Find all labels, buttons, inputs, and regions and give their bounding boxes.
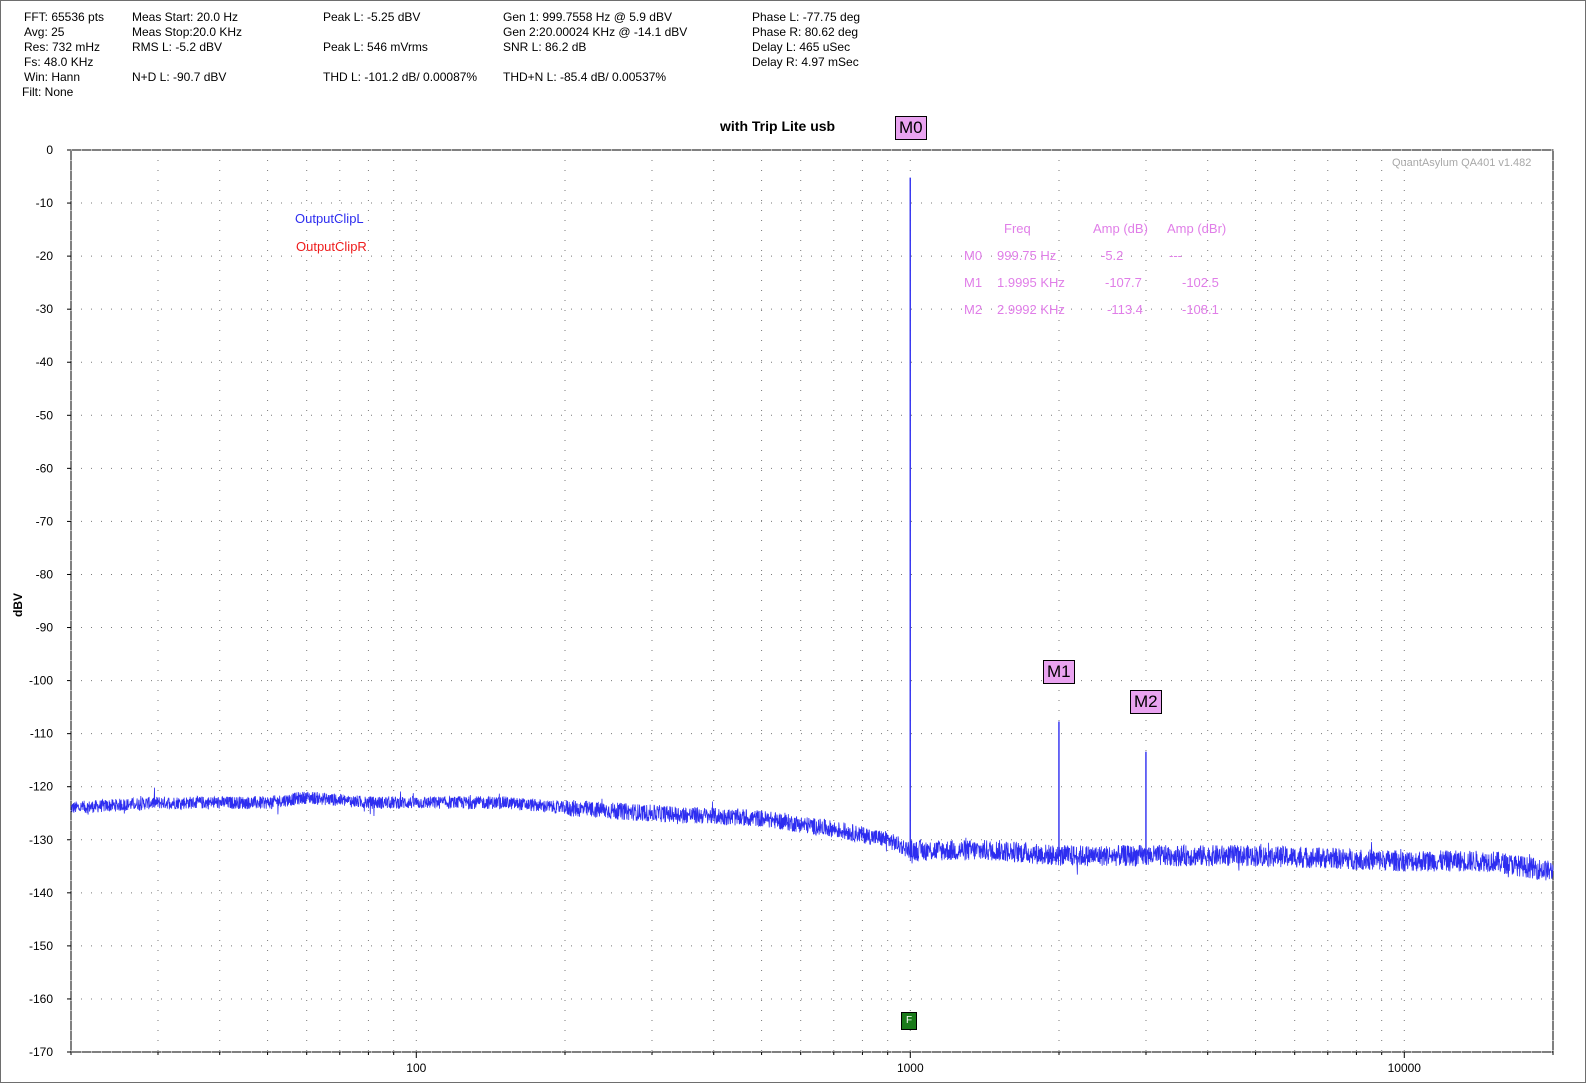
legend-output-clip-l[interactable]: OutputClipL (295, 211, 364, 226)
x-tick-label: 1000 (897, 1061, 924, 1075)
stat-snr-l: SNR L: 86.2 dB (503, 40, 587, 54)
stat-fft: FFT: 65536 pts (24, 10, 105, 24)
stat-thdn-l: THD+N L: -85.4 dB/ 0.00537% (503, 70, 667, 84)
stat-delay-l: Delay L: 465 uSec (752, 40, 851, 54)
stat-rms-l: RMS L: -5.2 dBV (132, 40, 223, 54)
y-tick-label: -20 (36, 249, 54, 263)
y-tick-label: -60 (36, 461, 54, 475)
series-line-0 (70, 787, 1554, 881)
marker-row-amp-dbr: --- (1169, 248, 1182, 263)
y-tick-label: -30 (36, 302, 54, 316)
marker-row-freq: 999.75 Hz (997, 248, 1057, 263)
stat-gen1: Gen 1: 999.7558 Hz @ 5.9 dBV (503, 10, 672, 24)
y-tick-label: -120 (29, 780, 53, 794)
marker-row-amp-dbr: -102.5 (1182, 275, 1219, 290)
marker-row-id: M0 (964, 248, 983, 263)
y-tick-label: -10 (36, 196, 54, 210)
y-tick-label: -170 (29, 1045, 53, 1059)
stat-meas-start: Meas Start: 20.0 Hz (132, 10, 239, 24)
marker-m1-flag[interactable]: M1 (1043, 660, 1075, 684)
marker-row-id: M1 (964, 275, 983, 290)
marker-row-id: M2 (964, 302, 983, 317)
x-tick-label: 10000 (1388, 1061, 1422, 1075)
marker-row-amp-dbr: -108.1 (1182, 302, 1219, 317)
marker-row-freq: 1.9995 KHz (997, 275, 1065, 290)
marker-table-header-freq: Freq (1004, 221, 1031, 236)
marker-row-amp-db: -107.7 (1105, 275, 1142, 290)
stat-avg: Avg: 25 (24, 25, 65, 39)
y-tick-label: -50 (36, 408, 54, 422)
version-watermark: QuantAsylum QA401 v1.482 (1392, 157, 1532, 169)
y-tick-label: -160 (29, 992, 53, 1006)
stat-meas-stop: Meas Stop:20.0 KHz (132, 25, 243, 39)
legend-output-clip-r[interactable]: OutputClipR (296, 239, 367, 254)
y-tick-label: -130 (29, 833, 53, 847)
y-tick-label: -80 (36, 567, 54, 581)
marker-row-amp-db: -5.2 (1101, 248, 1124, 263)
stat-filt: Filt: None (22, 85, 74, 99)
chart-title: with Trip Lite usb (720, 118, 836, 134)
stat-peak-dbv: Peak L: -5.25 dBV (323, 10, 421, 24)
marker-table-header-amp-dbr: Amp (dBr) (1167, 221, 1227, 236)
stat-phase-l: Phase L: -77.75 deg (752, 10, 861, 24)
stat-gen2: Gen 2:20.00024 KHz @ -14.1 dBV (503, 25, 688, 39)
plot-area-border (70, 149, 1554, 1053)
y-tick-label: -140 (29, 886, 53, 900)
stat-peak-mvrms: Peak L: 546 mVrms (323, 40, 428, 54)
y-tick-label: -40 (36, 355, 54, 369)
stat-res: Res: 732 mHz (24, 40, 101, 54)
marker-m2-flag[interactable]: M2 (1130, 690, 1162, 714)
stat-win: Win: Hann (24, 70, 81, 84)
y-tick-label: -90 (36, 621, 54, 635)
stat-phase-r: Phase R: 80.62 deg (752, 25, 859, 39)
y-tick-label: -100 (29, 674, 53, 688)
y-tick-label: -150 (29, 939, 53, 953)
y-tick-label: -110 (30, 727, 53, 741)
y-tick-label: 0 (46, 143, 53, 157)
stat-nd-l: N+D L: -90.7 dBV (132, 70, 227, 84)
y-tick-label: -70 (36, 514, 54, 528)
stat-delay-r: Delay R: 4.97 mSec (752, 55, 859, 69)
marker-m0-flag[interactable]: M0 (895, 116, 927, 140)
stat-thd-l: THD L: -101.2 dB/ 0.00087% (323, 70, 478, 84)
stat-fs: Fs: 48.0 KHz (24, 55, 94, 69)
marker-table-header-amp-db: Amp (dB) (1093, 221, 1148, 236)
marker-row-amp-db: -113.4 (1107, 302, 1143, 317)
x-tick-label: 100 (406, 1061, 426, 1075)
f-marker-badge[interactable]: F (901, 1012, 917, 1030)
marker-row-freq: 2.9992 KHz (997, 302, 1065, 317)
